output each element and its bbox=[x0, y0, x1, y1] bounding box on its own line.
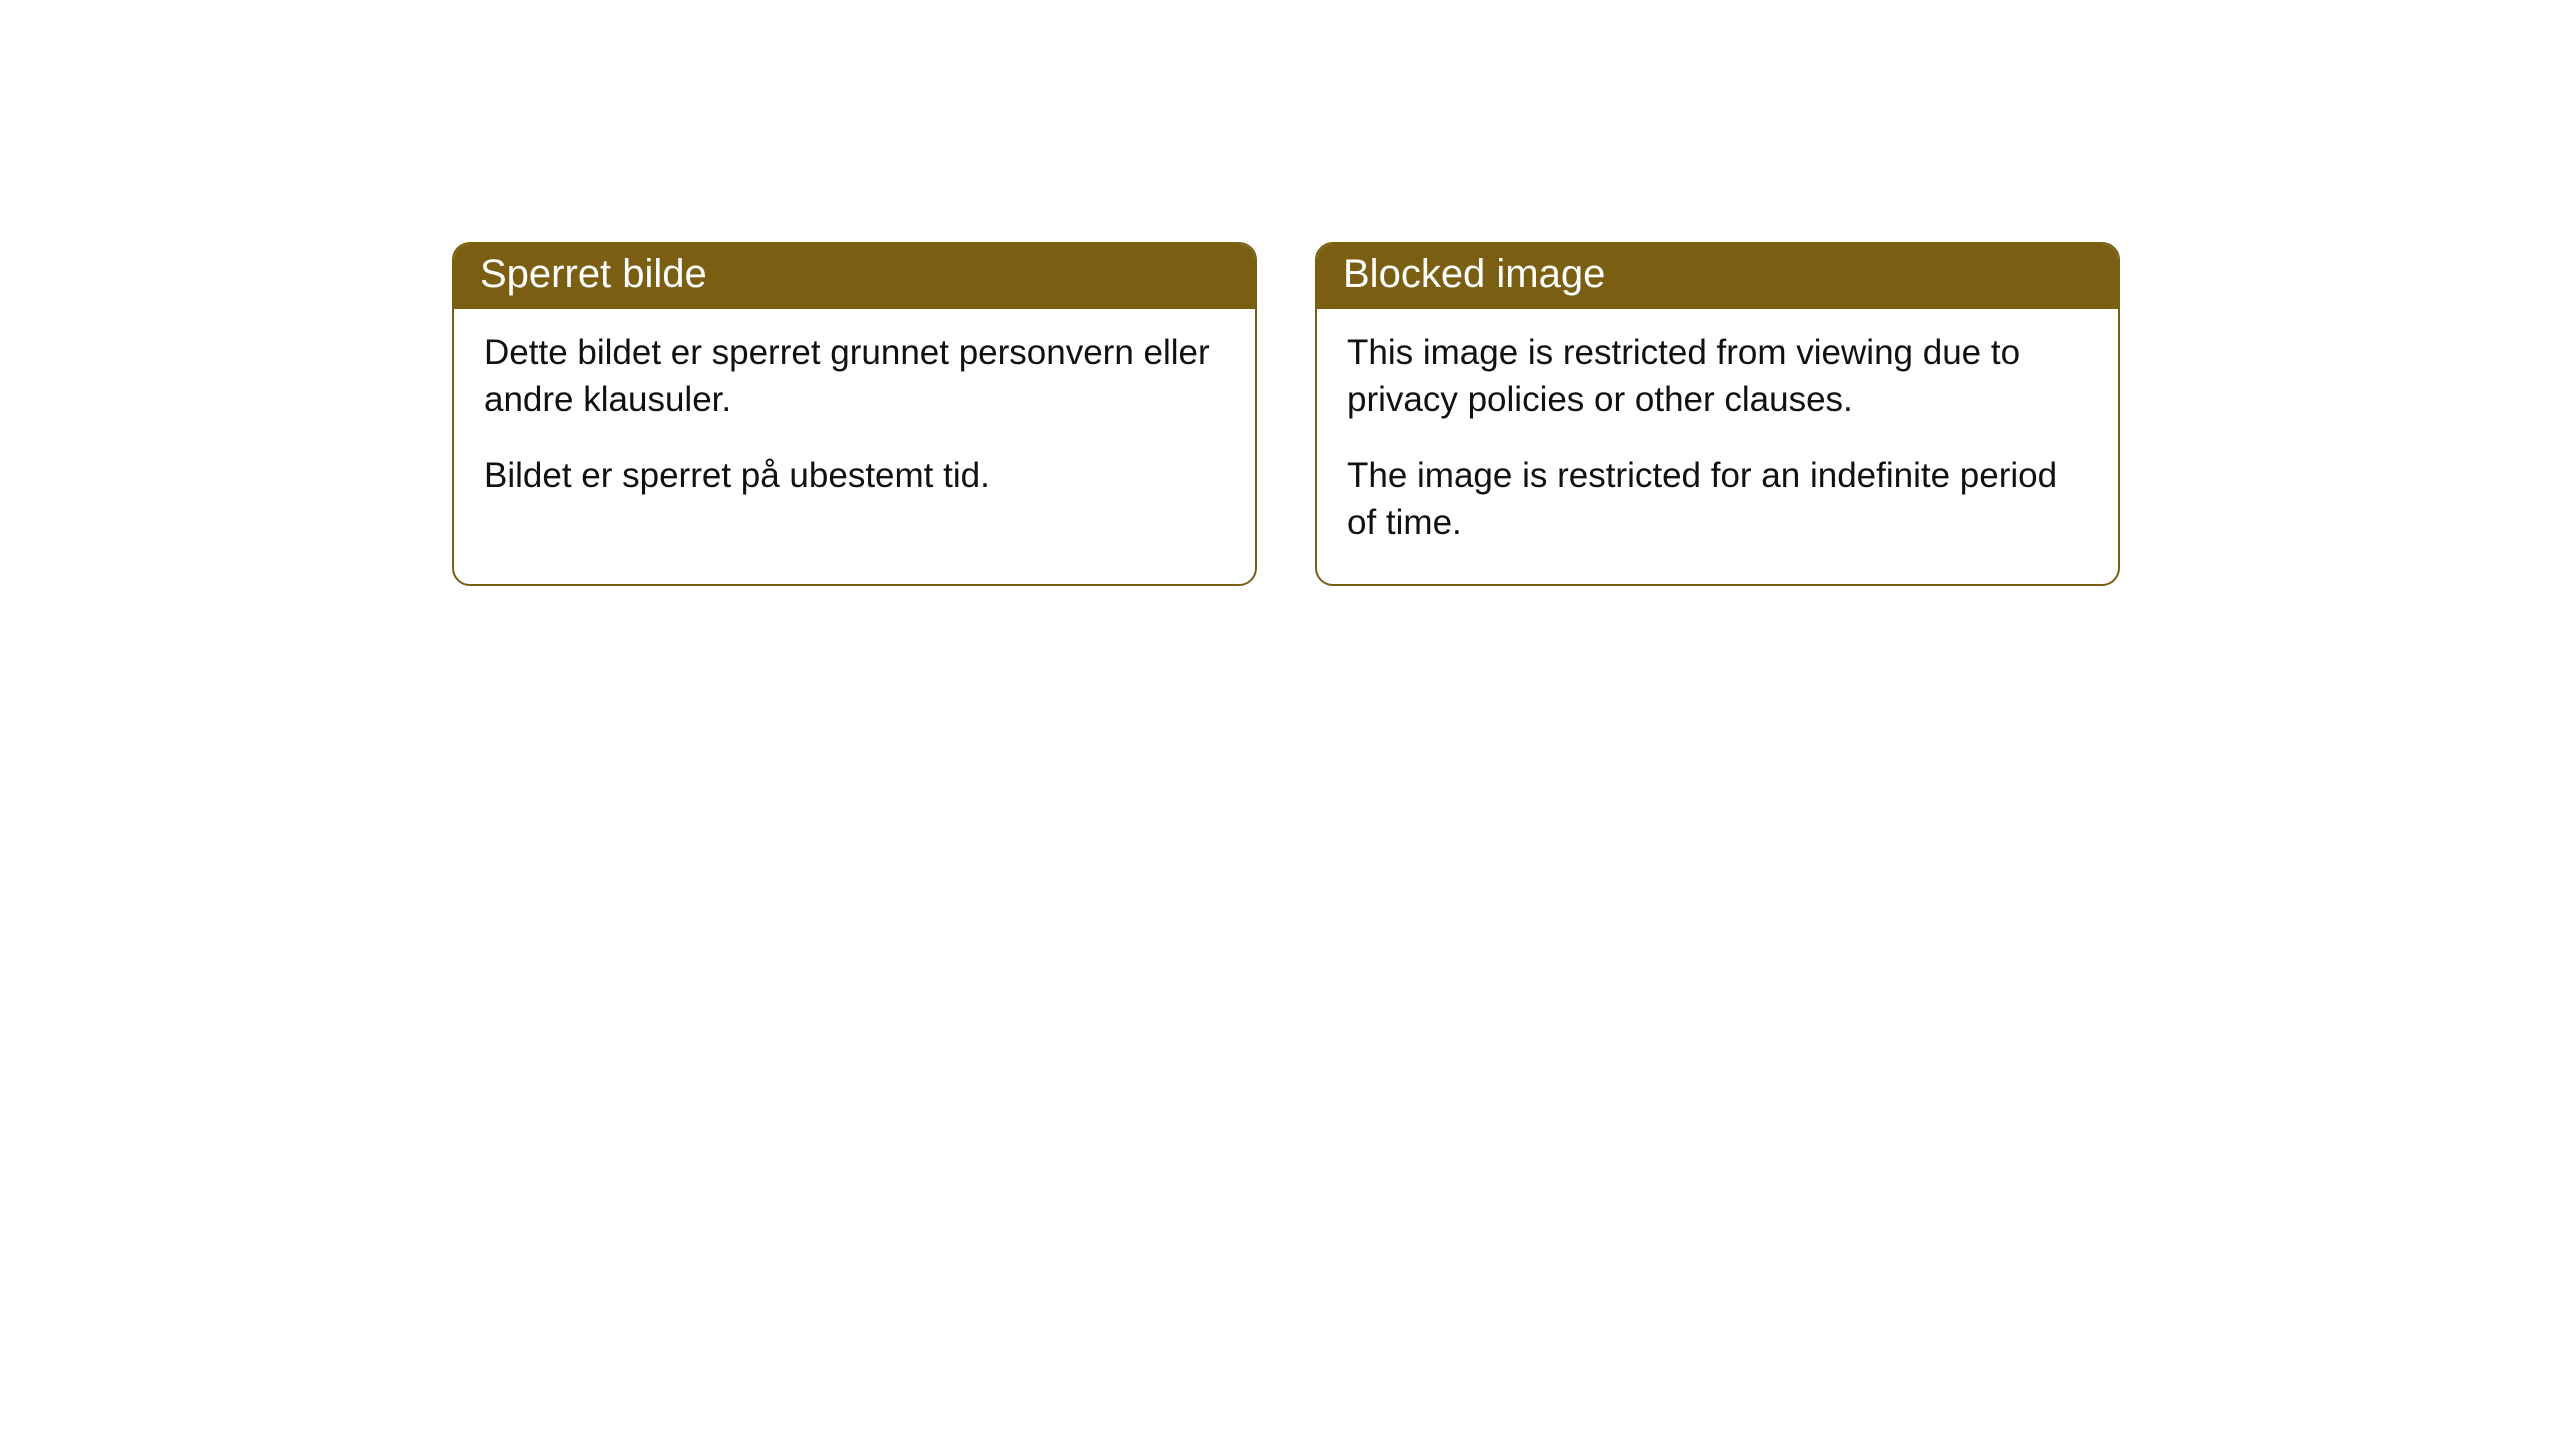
blocked-image-card-norwegian: Sperret bilde Dette bildet er sperret gr… bbox=[452, 242, 1257, 586]
card-text-norwegian-1: Dette bildet er sperret grunnet personve… bbox=[484, 329, 1225, 424]
card-body-english: This image is restricted from viewing du… bbox=[1317, 309, 2118, 584]
card-title-norwegian: Sperret bilde bbox=[480, 252, 707, 296]
card-text-norwegian-2: Bildet er sperret på ubestemt tid. bbox=[484, 452, 1225, 499]
card-title-english: Blocked image bbox=[1343, 252, 1605, 296]
card-body-norwegian: Dette bildet er sperret grunnet personve… bbox=[454, 309, 1255, 537]
card-text-english-2: The image is restricted for an indefinit… bbox=[1347, 452, 2088, 547]
blocked-image-card-english: Blocked image This image is restricted f… bbox=[1315, 242, 2120, 586]
notice-container: Sperret bilde Dette bildet er sperret gr… bbox=[0, 0, 2560, 586]
card-header-norwegian: Sperret bilde bbox=[454, 244, 1255, 309]
card-header-english: Blocked image bbox=[1317, 244, 2118, 309]
card-text-english-1: This image is restricted from viewing du… bbox=[1347, 329, 2088, 424]
